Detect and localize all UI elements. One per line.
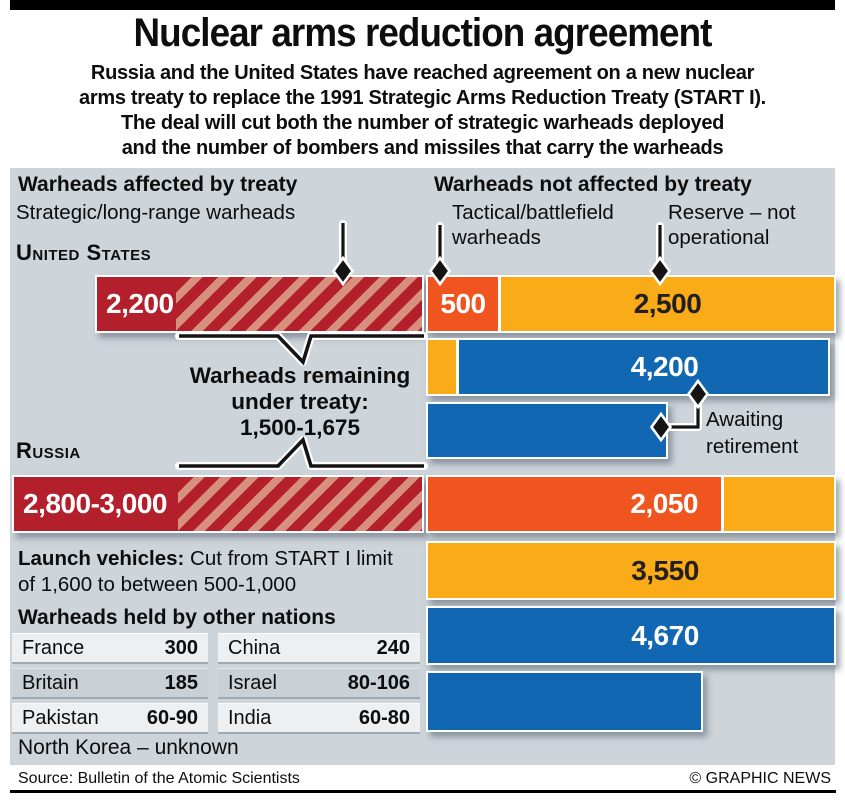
- note-warheads-remaining: Warheads remaining under treaty: 1,500-1…: [189, 363, 411, 440]
- launch-vehicles-text: Cut from START I limit of 1,600 to betwe…: [18, 547, 393, 596]
- bottom-rule: [10, 790, 836, 793]
- intro-text: Russia and the United States have reache…: [79, 62, 766, 159]
- label-united-states: United States: [16, 240, 152, 265]
- hatched-region-russia: [178, 477, 422, 531]
- source-credit: Source: Bulletin of the Atomic Scientist…: [18, 770, 300, 787]
- nation-name: Israel: [228, 671, 277, 694]
- hatched-region-us: [176, 277, 422, 331]
- note-launch-vehicles: Launch vehicles: Cut from START I limit …: [18, 546, 408, 598]
- nation-value: 80-106: [347, 671, 410, 694]
- bar-value-us-awaiting: 4,200: [630, 351, 699, 382]
- label-russia: Russia: [16, 438, 81, 463]
- segment-russia-awaiting: 4,670: [428, 608, 834, 663]
- segment-russia-reserve: 3,550: [428, 543, 834, 598]
- nation-value: 300: [164, 636, 198, 659]
- bar-russia-awaiting-2: [426, 671, 703, 732]
- nation-value: 60-90: [146, 706, 198, 729]
- segment-us-awaiting: 4,200: [459, 340, 828, 394]
- nation-value: 60-80: [358, 706, 410, 729]
- nation-name: France: [22, 636, 85, 659]
- segment-us-awaiting-2: [428, 404, 666, 457]
- segment-us-strategic: 2,200: [97, 277, 422, 331]
- note-north-korea: North Korea – unknown: [18, 736, 239, 759]
- bar-us-strategic: 2,200: [95, 275, 424, 333]
- header-affected: Warheads affected by treaty: [18, 173, 298, 196]
- segment-russia-reserve-sliver: [724, 477, 834, 531]
- table-row-india: India 60-80: [218, 703, 420, 734]
- nation-name: India: [228, 706, 272, 729]
- bar-russia-awaiting: 4,670: [426, 606, 836, 665]
- bar-us-awaiting: 4,200: [426, 338, 830, 396]
- segment-russia-awaiting-2: [428, 673, 701, 730]
- bar-value-russia-strategic: 2,800-3,000: [23, 488, 167, 519]
- segment-us-tactical: 500: [428, 277, 498, 331]
- nation-name: China: [228, 636, 281, 659]
- bar-value-us-tactical: 500: [440, 288, 486, 319]
- bar-value-russia-tactical: 2,050: [630, 488, 698, 519]
- nation-name: Britain: [22, 671, 79, 694]
- table-row-france: France 300: [12, 633, 208, 664]
- segment-russia-tactical: 2,050: [428, 477, 721, 531]
- table-row-britain: Britain 185: [12, 668, 208, 699]
- label-awaiting-retirement: Awaiting retirement: [706, 408, 799, 458]
- top-rule: [10, 0, 835, 10]
- segment-us-awaiting-reserve-sliver: [428, 340, 456, 394]
- table-row-china: China 240: [218, 633, 420, 664]
- table-row-pakistan: Pakistan 60-90: [12, 703, 208, 734]
- copyright: © GRAPHIC NEWS: [689, 770, 831, 787]
- table-row-israel: Israel 80-106: [218, 668, 420, 699]
- bar-russia-strategic: 2,800-3,000: [12, 475, 424, 533]
- label-tactical: Tactical/battlefield warheads: [452, 201, 614, 249]
- launch-vehicles-lead: Launch vehicles:: [18, 547, 185, 570]
- other-nations-heading: Warheads held by other nations: [18, 606, 336, 629]
- bar-value-us-reserve: 2,500: [633, 288, 702, 319]
- bar-us-awaiting-2: [426, 402, 668, 459]
- bar-value-us-strategic: 2,200: [106, 288, 174, 319]
- bar-value-russia-reserve: 3,550: [631, 554, 699, 586]
- bar-value-russia-awaiting: 4,670: [631, 619, 699, 651]
- segment-us-reserve: 2,500: [501, 277, 834, 331]
- header-not-affected: Warheads not affected by treaty: [434, 173, 752, 196]
- bar-russia-reserve: 3,550: [426, 541, 836, 600]
- bar-us-not-affected: 500 2,500: [426, 275, 836, 333]
- label-strategic: Strategic/long-range warheads: [16, 201, 296, 224]
- nation-name: Pakistan: [22, 706, 99, 729]
- page-title: Nuclear arms reduction agreement: [133, 11, 713, 55]
- label-reserve: Reserve – not operational: [668, 201, 796, 249]
- segment-russia-strategic: 2,800-3,000: [14, 477, 422, 531]
- bar-russia-not-affected: 2,050: [426, 475, 836, 533]
- nation-value: 185: [164, 671, 198, 694]
- nation-value: 240: [376, 636, 410, 659]
